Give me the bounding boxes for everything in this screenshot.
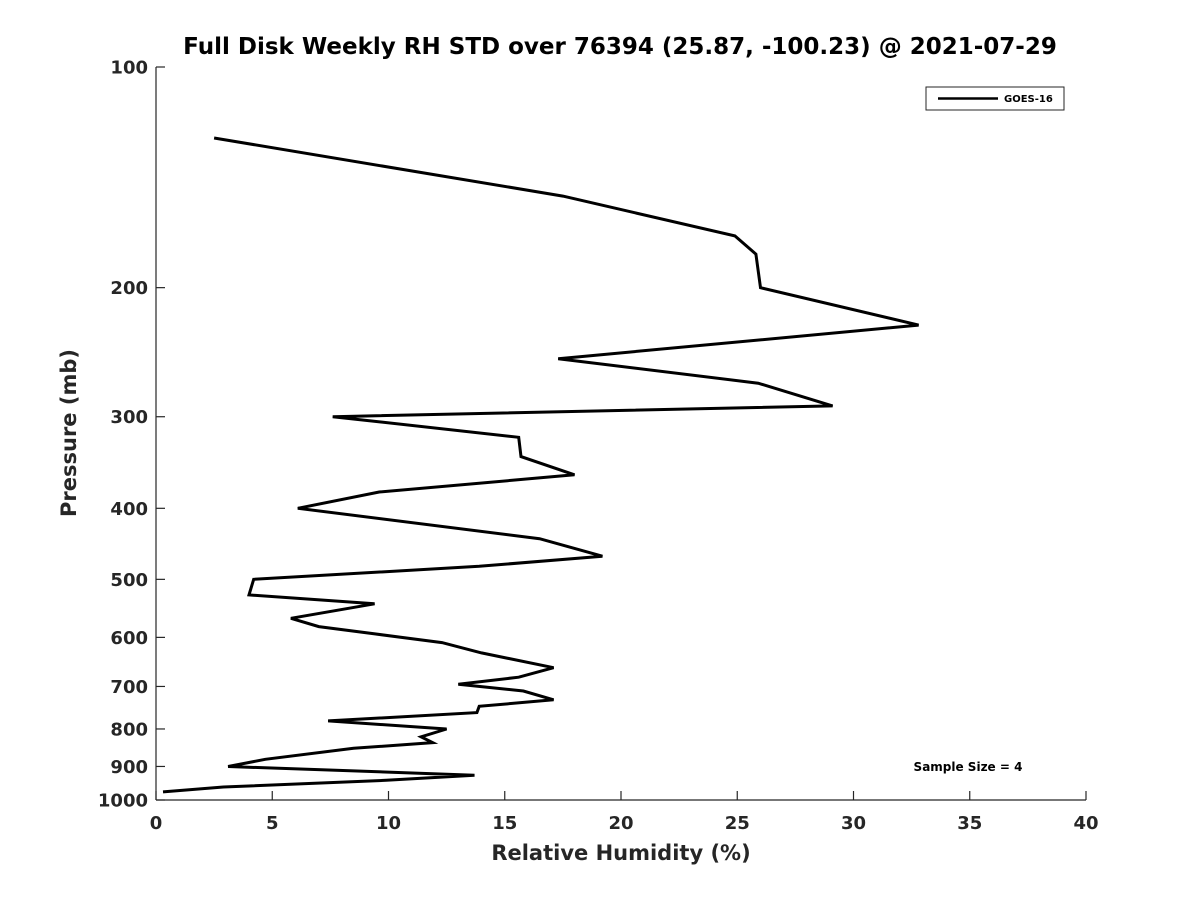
y-tick-label: 800: [110, 719, 148, 740]
y-tick-label: 400: [110, 499, 148, 520]
y-tick-label: 300: [110, 407, 148, 428]
chart-title: Full Disk Weekly RH STD over 76394 (25.8…: [183, 34, 1057, 60]
y-axis-ticks: 100 200 300 400 500 600 700 800 900 1000: [98, 58, 165, 812]
legend: GOES-16: [925, 86, 1065, 111]
y-tick-label: 900: [110, 757, 148, 778]
y-tick-label: 1000: [98, 791, 148, 812]
series-layer: [162, 136, 919, 794]
legend-label-goes-16: GOES-16: [1004, 94, 1053, 105]
sample-size-annotation: Sample Size = 4: [914, 760, 1023, 774]
x-tick-label: 0: [150, 813, 163, 834]
axes: [155, 67, 1086, 801]
x-tick-label: 35: [957, 813, 982, 834]
series-line-goes-16: [162, 136, 919, 794]
x-tick-label: 40: [1073, 813, 1098, 834]
y-tick-label: 700: [110, 677, 148, 698]
y-tick-label: 200: [110, 278, 148, 299]
y-axis-label: Pressure (mb): [57, 349, 81, 517]
y-tick-label: 600: [110, 628, 148, 649]
x-tick-label: 20: [608, 813, 633, 834]
x-tick-label: 25: [725, 813, 750, 834]
x-tick-label: 10: [376, 813, 401, 834]
x-axis-label: Relative Humidity (%): [491, 841, 750, 865]
x-axis-ticks: 0 5 10 15 20 25 30 35 40: [150, 791, 1099, 834]
y-tick-label: 500: [110, 570, 148, 591]
x-tick-label: 15: [492, 813, 517, 834]
x-tick-label: 5: [266, 813, 279, 834]
x-tick-label: 30: [841, 813, 866, 834]
y-tick-label: 100: [110, 58, 148, 79]
